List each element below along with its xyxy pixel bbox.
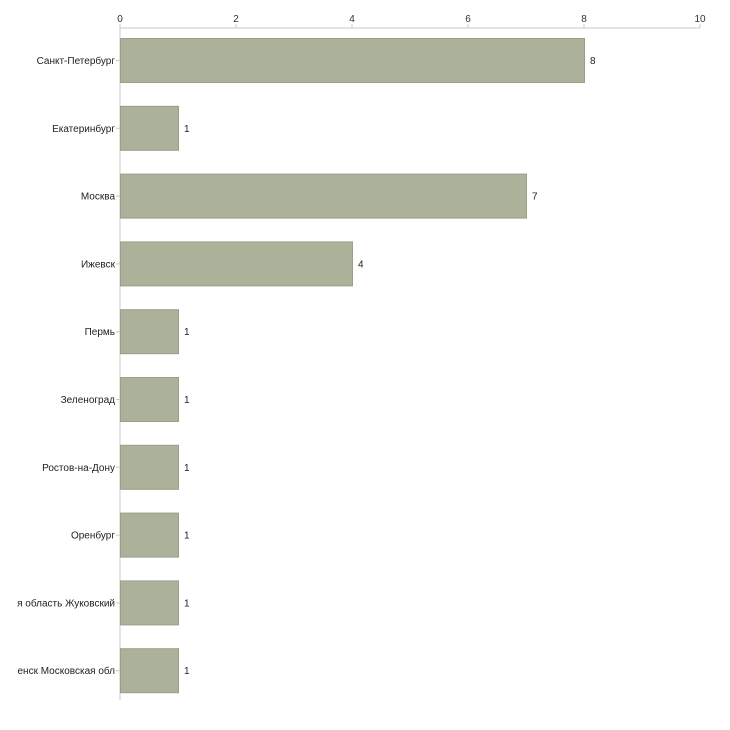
bar xyxy=(120,309,179,355)
category-label: Зеленоград xyxy=(61,395,116,406)
bar xyxy=(120,512,179,558)
bar-value-label: 1 xyxy=(184,598,190,609)
bar-value-label: 1 xyxy=(184,666,190,677)
category-label: я область Жуковский xyxy=(17,597,115,609)
bar xyxy=(120,444,179,490)
category-label: Ростов-на-Дону xyxy=(42,463,115,474)
labels-group: Санкт-Петербург 8 Екатеринбург 1 Москва 7 Ижев… xyxy=(17,55,596,677)
category-label: Москва xyxy=(81,192,116,203)
category-label: Пермь xyxy=(85,327,115,338)
bar-value-label: 8 xyxy=(590,56,596,67)
bar xyxy=(120,648,179,694)
x-tick-label: 4 xyxy=(349,14,355,25)
category-label: Оренбург xyxy=(71,530,115,542)
x-tick-label: 2 xyxy=(233,14,239,25)
category-label: Екатеринбург xyxy=(52,123,115,135)
bar-value-label: 1 xyxy=(184,124,190,135)
bar xyxy=(120,105,179,151)
bar xyxy=(120,173,527,219)
bar-value-label: 7 xyxy=(532,192,538,203)
bar-value-label: 1 xyxy=(184,395,190,406)
category-label: Ижевск xyxy=(81,259,116,270)
bar xyxy=(120,377,179,422)
y-axis xyxy=(116,28,121,700)
bar-value-label: 1 xyxy=(184,531,190,542)
x-tick-label: 0 xyxy=(117,14,123,25)
bar-value-label: 1 xyxy=(184,463,190,474)
category-label: енск Московская обл xyxy=(17,665,115,677)
bar xyxy=(120,580,179,626)
bar-value-label: 4 xyxy=(358,259,364,270)
bars-group xyxy=(120,38,585,694)
x-tick-label: 8 xyxy=(581,14,587,25)
bar xyxy=(120,241,353,287)
bar xyxy=(120,38,585,83)
x-tick-label: 6 xyxy=(465,14,471,25)
category-label: Санкт-Петербург xyxy=(37,55,116,67)
bar-value-label: 1 xyxy=(184,327,190,338)
x-axis: 0 2 4 6 8 10 xyxy=(117,14,706,29)
x-tick-label: 10 xyxy=(694,14,706,25)
